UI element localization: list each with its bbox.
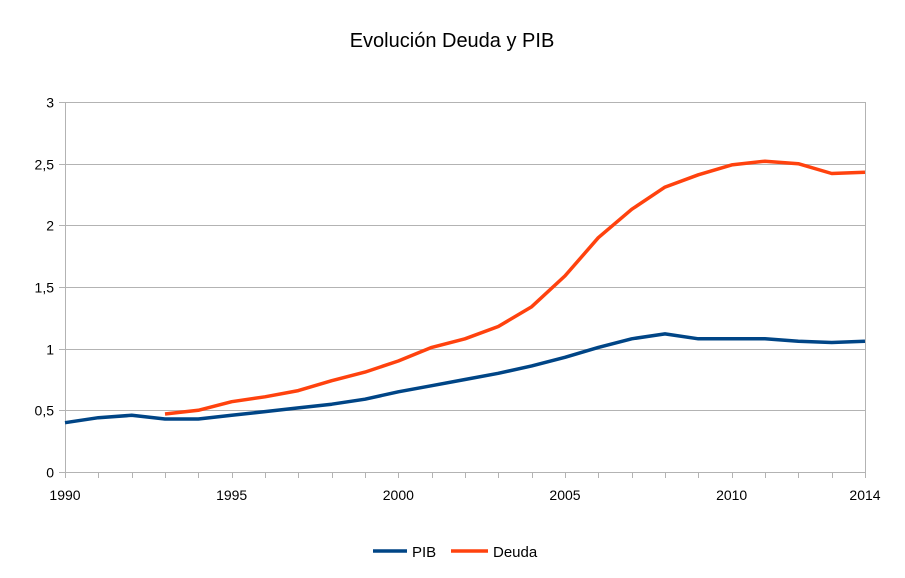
y-tick-label: 2 [46, 218, 54, 234]
y-tick-label: 0,5 [35, 403, 55, 419]
x-tick-label: 2005 [549, 487, 580, 503]
series-lines [64, 159, 866, 425]
chart-title: Evolución Deuda y PIB [350, 30, 555, 52]
series-line-deuda [164, 159, 866, 416]
y-tick-label: 2,5 [35, 157, 55, 173]
x-axis-tick-labels: 1990 1995 2000 2005 2010 2014 [49, 487, 880, 503]
x-tick-label: 1995 [216, 487, 247, 503]
gridlines [59, 102, 865, 473]
x-tick-label: 2010 [716, 487, 747, 503]
legend-label-deuda: Deuda [493, 544, 538, 561]
legend-label-pib: PIB [412, 544, 436, 561]
y-tick-label: 0 [46, 465, 54, 481]
y-axis-tick-labels: 0 0,5 1 1,5 2 2,5 3 [35, 95, 55, 481]
y-tick-label: 3 [46, 95, 54, 111]
x-tick-label: 2014 [849, 487, 880, 503]
y-tick-label: 1 [46, 342, 54, 358]
axes [65, 102, 866, 478]
y-tick-label: 1,5 [35, 280, 55, 296]
x-tick-label: 1990 [49, 487, 80, 503]
series-line-pib [64, 332, 866, 425]
legend: PIB Deuda [373, 544, 538, 561]
x-tick-label: 2000 [383, 487, 414, 503]
